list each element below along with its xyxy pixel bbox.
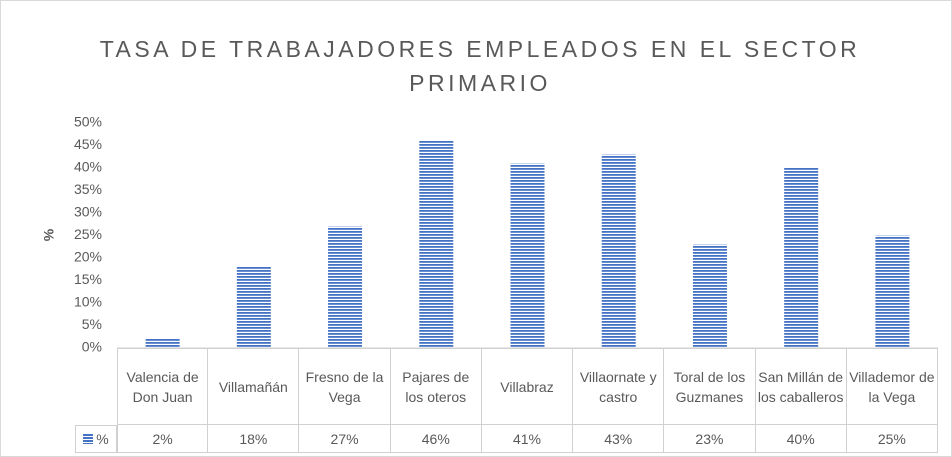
y-tick-label: 20% bbox=[74, 249, 102, 265]
category-label: Villademor de la Vega bbox=[846, 348, 938, 425]
category-label: Villabraz bbox=[481, 348, 574, 425]
y-tick-label: 5% bbox=[82, 316, 102, 332]
bar bbox=[784, 168, 819, 348]
category-label: Pajares de los oteros bbox=[390, 348, 482, 425]
bar bbox=[510, 163, 545, 348]
legend-cell: % bbox=[75, 425, 117, 453]
bar bbox=[692, 244, 727, 348]
value-label: 43% bbox=[573, 425, 665, 453]
bar bbox=[419, 141, 454, 348]
y-tick-label: 35% bbox=[74, 181, 102, 197]
bar bbox=[601, 154, 636, 348]
chart-title: TASA DE TRABAJADORES EMPLEADOS EN EL SEC… bbox=[99, 36, 861, 96]
value-label: 46% bbox=[390, 425, 482, 453]
legend-swatch bbox=[83, 434, 94, 444]
value-label: 2% bbox=[117, 425, 209, 453]
bar bbox=[145, 339, 180, 348]
y-tick-label: 30% bbox=[74, 204, 102, 220]
y-tick-label: 45% bbox=[74, 136, 102, 152]
category-label: Fresno de la Vega bbox=[299, 348, 391, 425]
y-tick-label: 25% bbox=[74, 226, 102, 242]
y-tick-label: 50% bbox=[74, 114, 102, 130]
value-label: 25% bbox=[846, 425, 938, 453]
bar bbox=[328, 226, 363, 348]
y-tick-label: 10% bbox=[74, 294, 102, 310]
value-label: 23% bbox=[664, 425, 756, 453]
bar bbox=[875, 235, 910, 348]
category-label: Villaornate y castro bbox=[573, 348, 665, 425]
legend-label: % bbox=[96, 431, 109, 447]
bar bbox=[236, 267, 271, 348]
y-axis-label: % bbox=[41, 228, 57, 241]
category-label: San Millán de los caballeros bbox=[755, 348, 847, 425]
value-label: 41% bbox=[481, 425, 574, 453]
category-label: Villamañán bbox=[208, 348, 300, 425]
category-label: Toral de los Guzmanes bbox=[664, 348, 756, 425]
value-label: 18% bbox=[208, 425, 300, 453]
category-label: Valencia de Don Juan bbox=[117, 348, 209, 425]
value-label: 40% bbox=[755, 425, 847, 453]
y-tick-label: 40% bbox=[74, 159, 102, 175]
value-label: 27% bbox=[299, 425, 391, 453]
y-tick-label: 0% bbox=[82, 339, 102, 355]
y-tick-label: 15% bbox=[74, 271, 102, 287]
